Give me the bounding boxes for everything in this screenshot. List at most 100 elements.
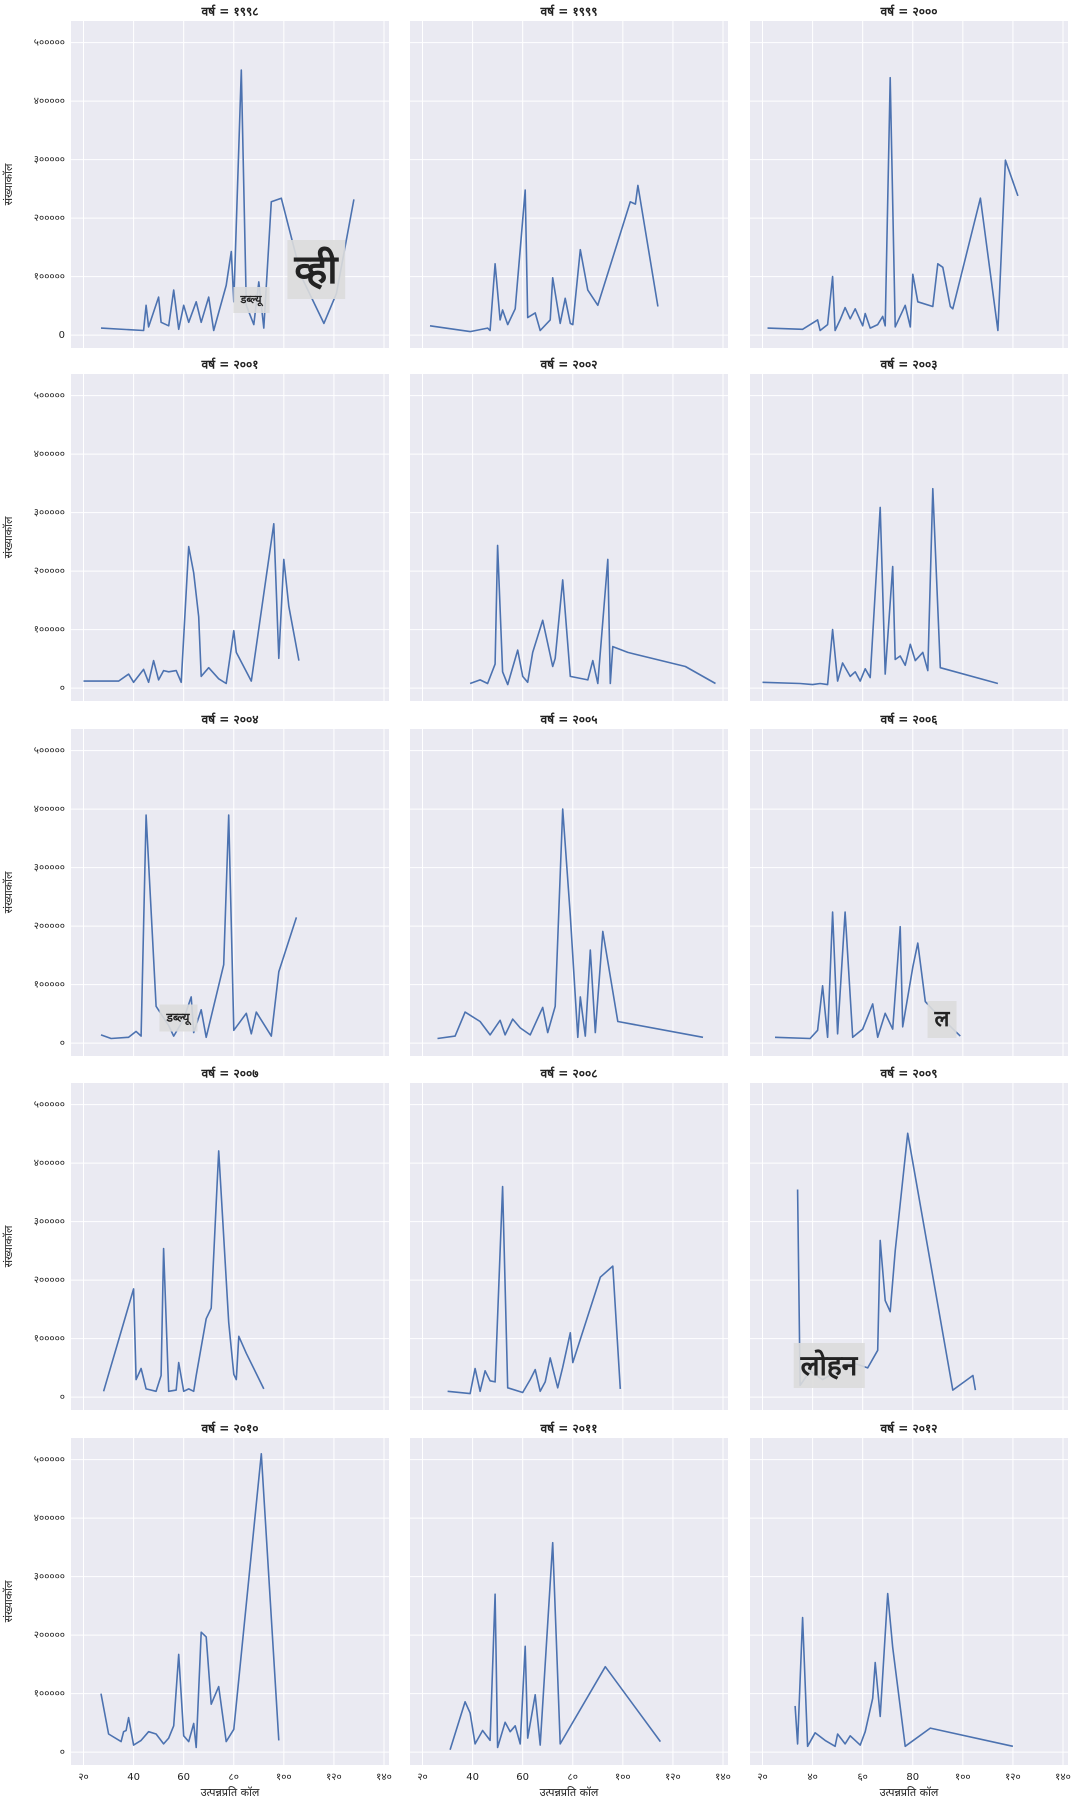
- x-tick-label: ६०: [857, 1772, 867, 1783]
- x-tick-label: १२०: [1005, 1772, 1021, 1783]
- panel-background: [410, 1438, 728, 1765]
- y-axis-label: संख्याकॉल: [2, 163, 15, 205]
- x-tick-label: 40: [127, 1772, 140, 1783]
- x-tick-label: २०: [417, 1772, 427, 1783]
- x-axis-label: उत्पन्नप्रति कॉल: [201, 1786, 260, 1799]
- panel-background: [410, 21, 728, 348]
- panel-title: वर्ष = २०११: [540, 1422, 598, 1436]
- annotation-box: [793, 1343, 865, 1388]
- x-tick-label: १४०: [376, 1772, 392, 1783]
- data-line: [449, 1541, 662, 1751]
- x-tick-label: ८०: [229, 1772, 239, 1783]
- y-tick-label: 0: [59, 330, 65, 341]
- x-axis-label: उत्पन्नप्रति कॉल: [540, 1786, 599, 1799]
- data-line: [100, 69, 355, 332]
- x-tick-label: १२०: [665, 1772, 681, 1783]
- panel-background: [71, 1083, 389, 1410]
- y-tick-label: ३०००००: [34, 1572, 65, 1583]
- annotation: डब्ल्यू: [165, 1011, 191, 1026]
- data-line: [774, 911, 961, 1040]
- y-axis-label: संख्याकॉल: [2, 516, 15, 558]
- y-tick-label: ५०००००: [34, 1455, 65, 1466]
- panel-title: वर्ष = २०१२: [880, 1422, 938, 1436]
- x-tick-label: २०: [757, 1772, 767, 1783]
- y-tick-label: २०००००: [34, 213, 65, 224]
- y-tick-label: ४०००००: [34, 804, 65, 815]
- data-line: [429, 184, 659, 333]
- x-tick-label: ४०: [807, 1772, 817, 1783]
- y-tick-label: २०००००: [34, 566, 65, 577]
- x-tick-label: १४०: [715, 1772, 731, 1783]
- x-tick-label: 60: [177, 1772, 190, 1783]
- annotation-box: [287, 240, 346, 299]
- panel-title: वर्ष = २००२: [540, 358, 598, 372]
- y-tick-label: १०००००: [34, 272, 65, 283]
- annotation: ल: [934, 1007, 951, 1032]
- y-tick-label: ४०००००: [34, 1513, 65, 1524]
- data-line: [762, 487, 999, 686]
- panel-title: वर्ष = २०००: [880, 5, 938, 19]
- panel-title: वर्ष = २००५: [540, 713, 598, 727]
- panel-title: वर्ष = २००९: [880, 1067, 938, 1081]
- annotation-box: [233, 287, 270, 313]
- y-axis-label: संख्याकॉल: [2, 1580, 15, 1622]
- data-line: [447, 1185, 622, 1395]
- y-tick-label: ५०००००: [34, 746, 65, 757]
- data-line: [100, 814, 298, 1040]
- panel-background: [410, 1083, 728, 1410]
- panel-background: [750, 729, 1068, 1056]
- y-tick-label: ३०००००: [34, 508, 65, 519]
- y-tick-label: ४०००००: [34, 1158, 65, 1169]
- x-tick-label: ८०: [568, 1772, 578, 1783]
- x-tick-label: १००: [615, 1772, 631, 1783]
- x-tick-label: 80: [906, 1772, 919, 1783]
- y-tick-label: २०००००: [34, 921, 65, 932]
- y-tick-label: ५०००००: [34, 38, 65, 49]
- data-line: [100, 1453, 280, 1749]
- x-axis-label: उत्पन्नप्रति कॉल: [880, 1786, 939, 1799]
- annotation: व्ही: [293, 246, 339, 293]
- panel-title: वर्ष = २००६: [880, 713, 939, 727]
- panel-title: वर्ष = १९९८: [201, 5, 259, 19]
- y-tick-label: १०००००: [34, 1689, 65, 1700]
- x-tick-label: १००: [276, 1772, 292, 1783]
- data-line: [767, 76, 1019, 332]
- x-tick-label: 40: [466, 1772, 479, 1783]
- y-tick-label: ०: [60, 683, 65, 694]
- annotation-box: [159, 1004, 198, 1032]
- data-line: [83, 523, 300, 685]
- panel-title: वर्ष = २००७: [201, 1067, 260, 1081]
- y-tick-label: २०००००: [34, 1630, 65, 1641]
- panel-background: [750, 1438, 1068, 1765]
- y-tick-label: ०: [60, 1747, 65, 1758]
- panel-background: [750, 21, 1068, 348]
- panel-title: वर्ष = २००४: [201, 713, 259, 727]
- panel-background: [71, 374, 389, 701]
- y-tick-label: १०००००: [34, 625, 65, 636]
- x-tick-label: १२०: [326, 1772, 342, 1783]
- annotation-box: [927, 1001, 957, 1038]
- panel-background: [410, 374, 728, 701]
- y-tick-label: १०००००: [34, 980, 65, 991]
- y-tick-label: ४०००००: [34, 96, 65, 107]
- panel-title: वर्ष = १९९९: [540, 5, 598, 19]
- annotation: लोहन: [800, 1349, 859, 1382]
- y-tick-label: ०: [60, 1392, 65, 1403]
- data-line: [469, 544, 716, 686]
- y-tick-label: ०: [60, 1038, 65, 1049]
- y-tick-label: ३०००००: [34, 863, 65, 874]
- y-tick-label: ३०००००: [34, 155, 65, 166]
- y-axis-label: संख्याकॉल: [2, 871, 15, 913]
- x-tick-label: १००: [955, 1772, 971, 1783]
- panel-title: वर्ष = २००३: [880, 358, 938, 372]
- y-tick-label: ४०००००: [34, 449, 65, 460]
- x-tick-label: 60: [516, 1772, 529, 1783]
- y-axis-label: संख्याकॉल: [2, 1225, 15, 1267]
- y-tick-label: ५०००००: [34, 391, 65, 402]
- panel-title: वर्ष = २०१०: [201, 1422, 259, 1436]
- y-tick-label: ५०००००: [34, 1100, 65, 1111]
- annotation: डब्ल्यू: [239, 293, 263, 307]
- x-tick-label: २०: [78, 1772, 88, 1783]
- x-tick-label: १४०: [1055, 1772, 1071, 1783]
